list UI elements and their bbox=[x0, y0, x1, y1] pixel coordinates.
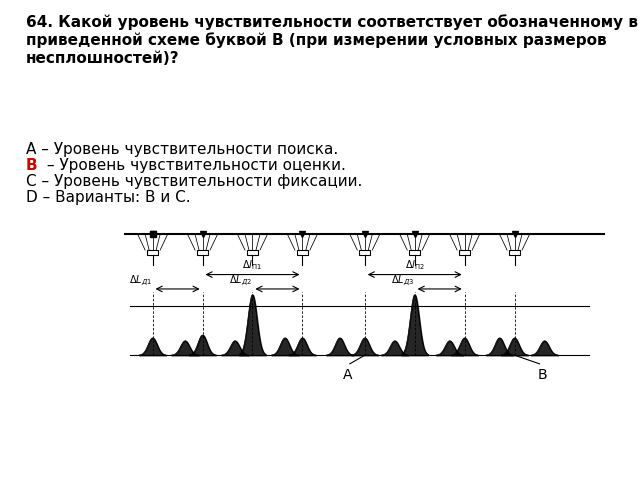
Text: D – Варианты: В и С.: D – Варианты: В и С. bbox=[26, 190, 190, 205]
Text: – Уровень чувствительности оценки.: – Уровень чувствительности оценки. bbox=[42, 158, 346, 173]
Text: 64. Какой уровень чувствительности соответствует обозначенному в
приведенной схе: 64. Какой уровень чувствительности соотв… bbox=[26, 14, 637, 66]
FancyBboxPatch shape bbox=[509, 250, 520, 255]
Text: $\Delta L_{Д3}$: $\Delta L_{Д3}$ bbox=[390, 273, 413, 287]
FancyBboxPatch shape bbox=[247, 250, 258, 255]
Text: $\Delta l_{\Pi 1}$: $\Delta l_{\Pi 1}$ bbox=[243, 258, 262, 272]
Text: $\Delta L_{Д2}$: $\Delta L_{Д2}$ bbox=[228, 273, 252, 287]
Text: A: A bbox=[342, 368, 352, 382]
FancyBboxPatch shape bbox=[459, 250, 470, 255]
Text: B: B bbox=[537, 368, 547, 382]
FancyBboxPatch shape bbox=[197, 250, 208, 255]
Text: В: В bbox=[26, 158, 37, 173]
FancyBboxPatch shape bbox=[297, 250, 308, 255]
FancyBboxPatch shape bbox=[359, 250, 371, 255]
Text: $\Delta L_{Д1}$: $\Delta L_{Д1}$ bbox=[129, 273, 152, 287]
Text: А – Уровень чувствительности поиска.: А – Уровень чувствительности поиска. bbox=[26, 142, 338, 156]
FancyBboxPatch shape bbox=[147, 250, 158, 255]
Text: С – Уровень чувствительности фиксации.: С – Уровень чувствительности фиксации. bbox=[26, 174, 362, 189]
FancyBboxPatch shape bbox=[409, 250, 420, 255]
Text: $\Delta l_{\Pi 2}$: $\Delta l_{\Pi 2}$ bbox=[404, 258, 425, 272]
